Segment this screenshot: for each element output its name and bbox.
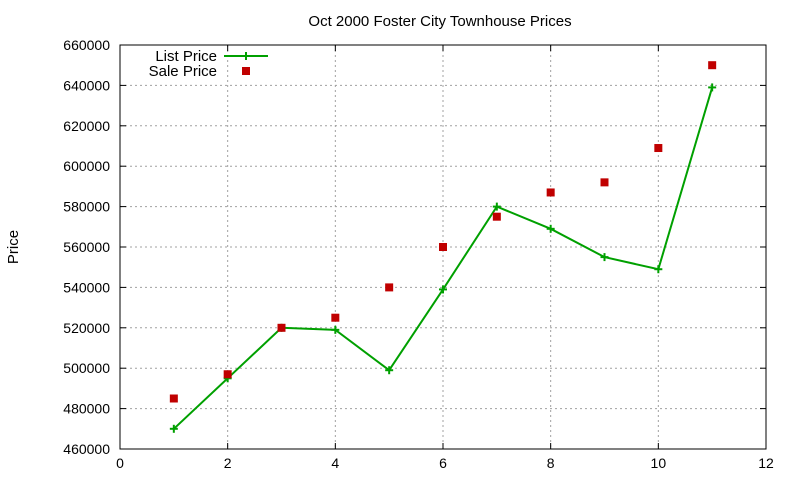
chart-title: Oct 2000 Foster City Townhouse Prices (308, 13, 571, 30)
y-tick-label: 560000 (63, 239, 110, 255)
list-price-point (331, 325, 340, 334)
list-price-point (385, 366, 394, 375)
sale-price-point (223, 370, 232, 379)
x-tick-label: 4 (331, 455, 339, 471)
sale-price-point (439, 243, 447, 251)
y-tick-label: 660000 (63, 37, 110, 53)
sale-price-point (546, 188, 555, 197)
y-tick-label: 520000 (63, 320, 110, 336)
x-tick-label: 2 (224, 455, 232, 471)
list-price-point (439, 285, 447, 294)
sale-price-point (492, 212, 501, 221)
x-tick-labels: 0 2 4 6 8 10 12 (116, 455, 774, 471)
y-tick-label: 500000 (63, 360, 110, 376)
list-price-point (708, 83, 717, 92)
y-tick-label: 620000 (63, 118, 110, 134)
y-tick-label: 580000 (63, 199, 110, 215)
x-tick-label: 10 (651, 455, 667, 471)
list-price-point (654, 265, 663, 274)
list-price-line (173, 87, 714, 430)
legend-label-list-price: List Price (155, 48, 217, 65)
sale-price-point (708, 61, 717, 70)
list-price-point (169, 424, 178, 433)
y-tick-label: 480000 (63, 401, 110, 417)
axis-ticks (119, 44, 767, 450)
y-tick-label: 540000 (63, 279, 110, 295)
sale-price-point (331, 313, 340, 322)
y-axis-label: Price (5, 230, 22, 264)
sale-price-point (600, 178, 609, 187)
y-tick-label: 460000 (63, 441, 110, 457)
sale-price-point (277, 323, 286, 332)
sale-price-point (654, 144, 663, 153)
x-tick-label: 8 (547, 455, 555, 471)
list-price-point (546, 224, 555, 233)
y-tick-label: 640000 (63, 77, 110, 93)
sale-price-point (169, 394, 178, 403)
legend-plus-marker (242, 52, 250, 60)
y-tick-labels: 460000 480000 500000 520000 540000 560000 5800… (63, 37, 110, 457)
list-price-point (600, 253, 609, 262)
x-tick-label: 6 (439, 455, 447, 471)
legend-marker-sale-price (242, 67, 250, 75)
x-tick-label: 12 (758, 455, 774, 471)
legend: List Price Sale Price (149, 48, 268, 80)
series (169, 61, 717, 433)
legend-label-sale-price: Sale Price (149, 63, 217, 80)
y-tick-label: 600000 (63, 158, 110, 174)
legend-marker-list-price (242, 52, 250, 60)
sale-price-point (385, 283, 394, 292)
list-price-point (492, 202, 501, 211)
x-tick-label: 0 (116, 455, 124, 471)
